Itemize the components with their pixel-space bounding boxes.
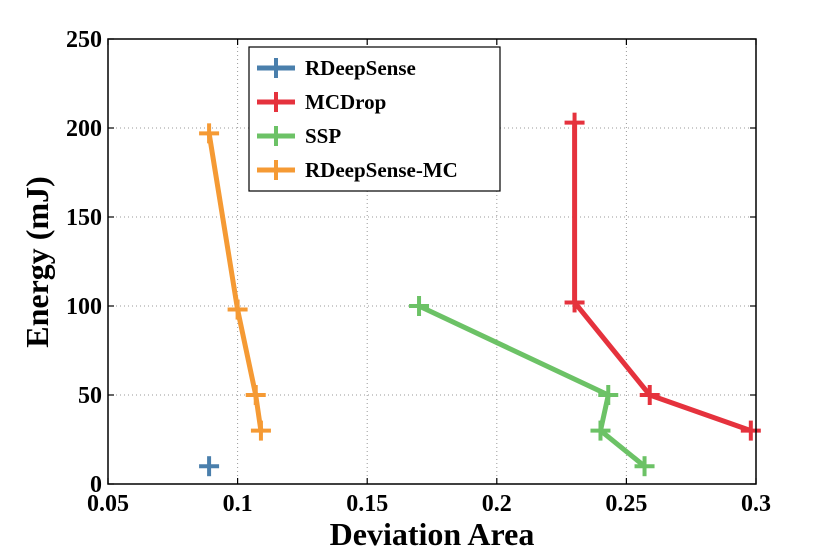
data-point-ssp	[598, 385, 619, 405]
data-point-rdeepsense-mc	[227, 299, 248, 320]
series-layer	[199, 112, 761, 477]
y-tick-label: 150	[66, 205, 102, 231]
data-point-ssp	[590, 420, 611, 441]
y-tick-label: 0	[90, 472, 102, 498]
axes: 0.05 0.1 0.15 0.2 0.25 0.3 0 50 100 150 200 250	[66, 27, 771, 517]
data-point-mcdrop	[564, 292, 585, 313]
series-ssp	[409, 296, 655, 477]
series-line-ssp	[417, 303, 647, 469]
y-tick-label: 50	[78, 383, 102, 409]
plot-frame	[107, 38, 757, 485]
data-point-rdeepsense-mc	[250, 420, 271, 441]
series-line-mcdrop	[572, 122, 752, 433]
data-point-mcdrop	[564, 112, 585, 133]
y-axis-title: Energy (mJ)	[19, 176, 55, 348]
legend-item-mcdrop: MCDrop	[257, 90, 386, 114]
x-tick-label: 0.1	[223, 491, 253, 517]
legend: RDeepSense MCDrop SSP RDeepSense-MC	[248, 46, 501, 192]
data-point-mcdrop	[639, 385, 660, 405]
legend-item-rdeepsense: RDeepSense	[257, 56, 416, 80]
series-rdeepsense	[199, 456, 220, 477]
x-axis-title: Deviation Area	[330, 516, 535, 552]
y-tick-label: 200	[66, 116, 102, 142]
x-tick-label: 0.15	[346, 491, 388, 517]
legend-label-rdeepsense: RDeepSense	[305, 56, 416, 80]
legend-marker-rdeepsense-mc	[266, 160, 286, 180]
legend-label-mcdrop: MCDrop	[305, 90, 386, 114]
legend-item-ssp: SSP	[257, 124, 341, 148]
legend-marker-ssp	[266, 126, 286, 146]
legend-box	[248, 46, 501, 192]
x-tick-label: 0.05	[87, 491, 129, 517]
x-tick-label: 0.2	[482, 491, 512, 517]
series-line-rdeepsense-mc	[206, 132, 264, 431]
data-point-rdeepsense-mc	[245, 385, 266, 405]
legend-item-rdeepsense-mc: RDeepSense-MC	[257, 158, 458, 182]
data-point-ssp	[409, 296, 430, 316]
legend-label-rdeepsense-mc: RDeepSense-MC	[305, 158, 458, 182]
data-point-rdeepsense	[199, 456, 220, 477]
y-tick-label: 250	[66, 27, 102, 53]
data-point-ssp	[634, 456, 655, 477]
y-tick-label: 100	[66, 294, 102, 320]
legend-marker-mcdrop	[266, 92, 286, 112]
data-point-mcdrop	[740, 420, 761, 441]
series-mcdrop	[564, 112, 761, 441]
x-tick-label: 0.25	[605, 491, 647, 517]
x-tick-label: 0.3	[741, 491, 771, 517]
series-rdeepsense-mc	[199, 123, 271, 441]
legend-marker-rdeepsense	[266, 58, 286, 78]
data-point-rdeepsense-mc	[199, 123, 220, 144]
legend-label-ssp: SSP	[305, 124, 341, 148]
